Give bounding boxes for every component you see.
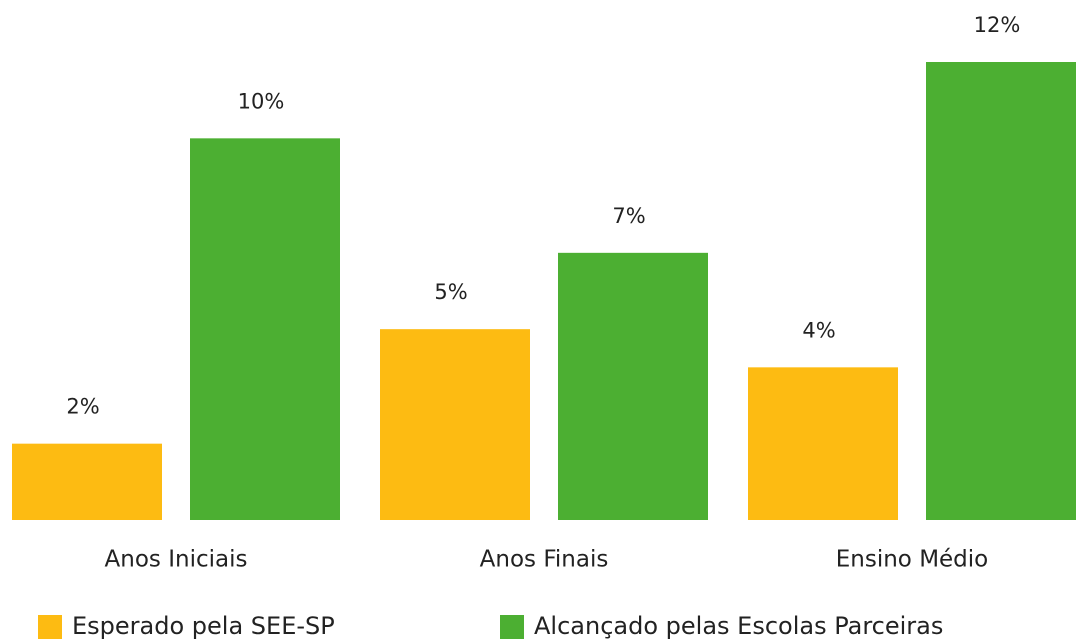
value-label: 7% bbox=[612, 204, 645, 228]
x-tick-label: Anos Iniciais bbox=[105, 547, 248, 573]
bar bbox=[558, 252, 708, 521]
value-label: 5% bbox=[434, 280, 467, 304]
x-tick-label: Ensino Médio bbox=[836, 547, 989, 573]
value-label: 4% bbox=[802, 318, 835, 342]
legend-swatch bbox=[38, 615, 62, 639]
legend-label: Alcançado pelas Escolas Parceiras bbox=[534, 612, 943, 640]
legend-label: Esperado pela SEE-SP bbox=[72, 612, 335, 640]
bar bbox=[380, 329, 530, 520]
legend-swatch bbox=[500, 615, 524, 639]
value-label: 2% bbox=[66, 395, 99, 419]
bar bbox=[748, 367, 898, 520]
x-tick-label: Anos Finais bbox=[480, 547, 609, 573]
bar bbox=[926, 62, 1076, 520]
value-label: 10% bbox=[238, 89, 285, 113]
bar bbox=[190, 138, 340, 521]
value-label: 12% bbox=[974, 13, 1021, 37]
bar bbox=[12, 443, 162, 520]
